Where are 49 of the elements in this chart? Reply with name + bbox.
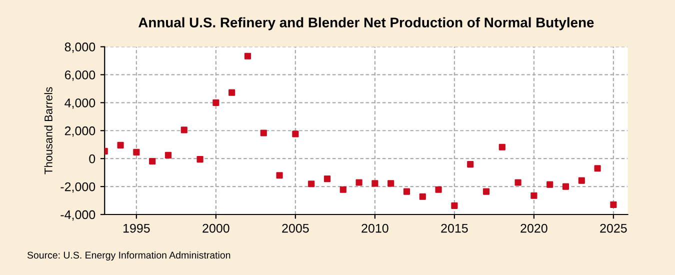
point xyxy=(403,188,410,195)
point xyxy=(562,183,570,190)
point xyxy=(482,188,490,195)
point xyxy=(435,186,442,193)
point xyxy=(578,177,585,184)
point xyxy=(260,130,267,136)
x-tick-label: 2010 xyxy=(362,224,388,233)
point xyxy=(514,179,522,186)
x-tick-label: 2020 xyxy=(520,224,548,233)
point xyxy=(164,152,172,159)
point xyxy=(244,52,252,60)
point xyxy=(498,144,506,150)
y-tick-label: 2,000 xyxy=(64,126,96,137)
point xyxy=(212,99,220,106)
point xyxy=(419,193,426,200)
chart-title: Annual U.S. Refinery and Blender Net Production of Normal Butylene xyxy=(138,17,594,30)
point xyxy=(133,148,140,156)
point xyxy=(530,192,538,199)
x-tick-label: 2025 xyxy=(600,224,627,233)
y-axis-title: Thousand Barrels xyxy=(44,87,52,174)
x-tick-label: 2000 xyxy=(202,224,230,233)
point xyxy=(292,130,299,138)
point xyxy=(149,158,156,165)
point xyxy=(546,181,554,188)
point xyxy=(340,186,346,193)
point xyxy=(180,126,188,134)
point xyxy=(196,156,204,163)
x-tick-label: 2015 xyxy=(441,224,468,233)
point xyxy=(594,165,601,172)
point xyxy=(308,180,315,188)
point xyxy=(276,172,283,179)
point xyxy=(610,201,617,208)
point xyxy=(356,179,362,186)
source-note: Source: U.S. Energy Information Administration xyxy=(27,251,230,261)
point xyxy=(117,142,124,148)
point xyxy=(324,176,331,182)
point xyxy=(228,89,236,96)
y-tick-label: 4,000 xyxy=(64,98,96,109)
y-tick-label: -2,000 xyxy=(60,182,96,193)
x-tick-label: 1995 xyxy=(123,224,150,233)
y-tick-label: -4,000 xyxy=(60,210,96,221)
point xyxy=(372,180,378,187)
y-tick-label: 6,000 xyxy=(64,70,96,81)
x-tick-label: 2005 xyxy=(282,224,309,233)
point xyxy=(467,161,474,168)
y-tick-label: 0 xyxy=(89,154,96,164)
point xyxy=(388,180,394,187)
point xyxy=(451,202,458,209)
y-tick-label: 8,000 xyxy=(64,42,96,53)
